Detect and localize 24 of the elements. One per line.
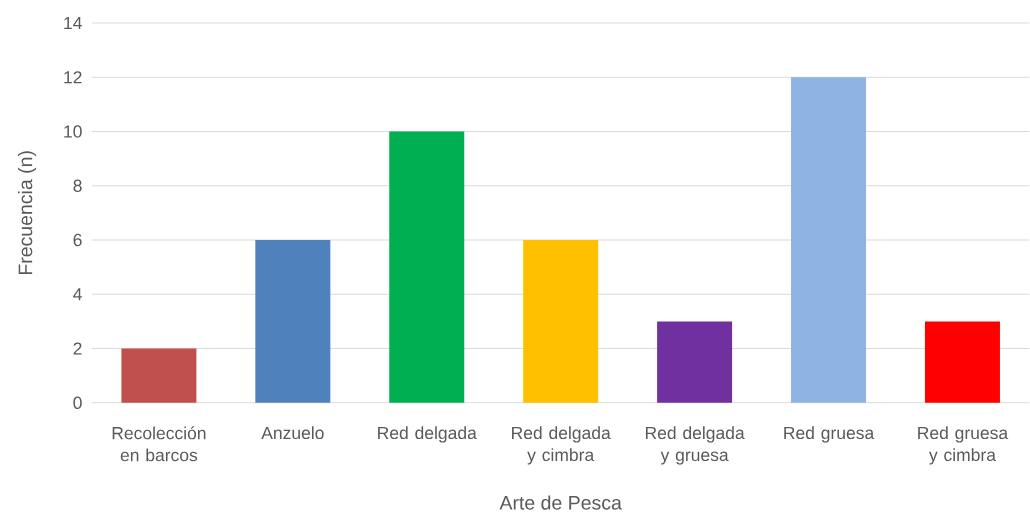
- bar: [121, 348, 197, 403]
- x-tick-label: Recolección en barcos: [112, 426, 206, 462]
- y-tick-label: 8: [73, 179, 82, 192]
- y-tick-label: 4: [73, 288, 82, 301]
- y-tick-label: 10: [64, 125, 82, 138]
- x-tick-label: Red gruesa y cimbra: [918, 426, 1009, 465]
- x-axis-title: Arte de Pesca: [499, 495, 622, 510]
- y-tick-label: 14: [64, 16, 82, 29]
- y-tick-label: 6: [73, 233, 82, 247]
- y-axis-title: Frecuencia (n): [18, 151, 37, 275]
- bar: [791, 77, 867, 403]
- bar: [924, 321, 1000, 403]
- bar: [657, 321, 733, 403]
- bar: [523, 240, 599, 403]
- x-tick-label: Red delgada y gruesa: [645, 426, 745, 465]
- bar: [255, 240, 331, 403]
- bar: [389, 131, 465, 403]
- x-tick-label: Anzuelo: [261, 426, 324, 440]
- x-tick-label: Red gruesa: [784, 426, 875, 443]
- y-tick-label: 0: [73, 396, 82, 409]
- y-tick-label: 12: [64, 71, 82, 84]
- x-tick-label: Red delgada: [378, 426, 477, 443]
- y-tick-label: 2: [73, 342, 82, 355]
- x-tick-label: Red delgada y cimbra: [512, 426, 611, 465]
